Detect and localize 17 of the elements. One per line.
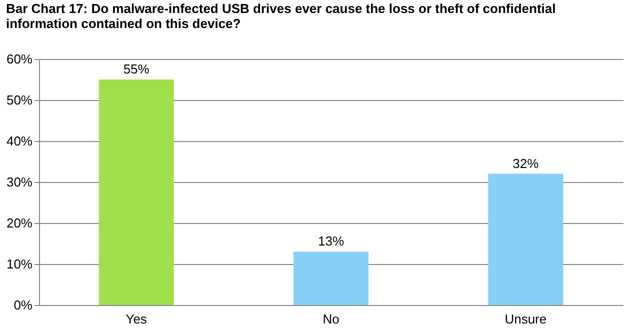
bar bbox=[488, 174, 564, 305]
y-tick-label: 0% bbox=[14, 298, 33, 312]
y-tick-label: 20% bbox=[6, 216, 33, 230]
data-label: 55% bbox=[123, 62, 150, 76]
bar bbox=[294, 252, 368, 305]
y-tick-label: 40% bbox=[6, 134, 33, 148]
x-tick-label: No bbox=[322, 312, 340, 326]
data-label: 13% bbox=[318, 234, 344, 249]
y-tick-label: 50% bbox=[6, 92, 33, 108]
x-tick-label: Unsure bbox=[504, 312, 547, 326]
y-tick-label: 30% bbox=[6, 174, 33, 190]
x-tick-label: Yes bbox=[126, 312, 148, 326]
chart-title: Bar Chart 17: Do malware-infected USB drives ever cause the loss or theft of confidential information contained on this device? bbox=[6, 1, 556, 31]
y-tick-label: 60% bbox=[6, 52, 33, 66]
bar bbox=[98, 80, 174, 305]
y-tick-label: 10% bbox=[6, 256, 33, 272]
data-label: 32% bbox=[512, 156, 540, 171]
